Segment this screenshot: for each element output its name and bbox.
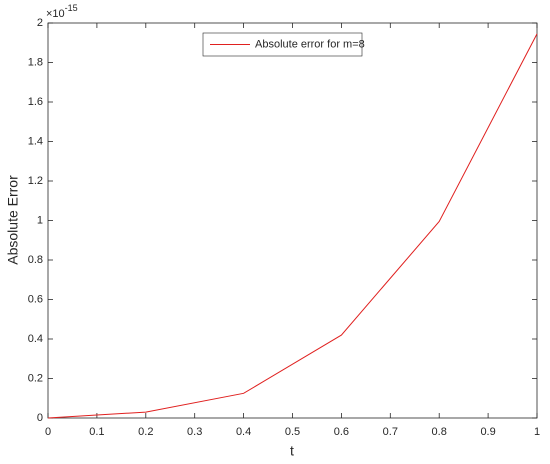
y-tick-label: 2 — [37, 17, 43, 29]
x-tick-label: 0.4 — [236, 426, 251, 438]
legend-box — [202, 32, 363, 57]
y-tick-label: 0 — [37, 412, 43, 424]
x-tick-label: 1 — [534, 426, 540, 438]
x-tick-label: 0.9 — [480, 426, 495, 438]
y-exponent: ×10-15 — [46, 3, 78, 20]
exponent-power: -15 — [65, 3, 78, 13]
legend-label: Absolute error for m=8 — [255, 38, 365, 50]
y-tick-label: 0.4 — [28, 333, 43, 345]
y-tick-label: 1 — [37, 214, 43, 226]
x-tick-label: 0.7 — [383, 426, 398, 438]
y-tick-label: 1.2 — [28, 175, 43, 187]
x-tick-label: 0.6 — [334, 426, 349, 438]
y-tick-label: 0.8 — [28, 254, 43, 266]
data-line — [47, 33, 538, 419]
x-tick-label: 0.5 — [285, 426, 300, 438]
x-tick-label: 0.3 — [187, 426, 202, 438]
y-tick-label: 0.2 — [28, 372, 43, 384]
y-tick-label: 1.6 — [28, 96, 43, 108]
y-axis-title: Absolute Error — [5, 175, 21, 265]
x-tick-label: 0 — [45, 426, 51, 438]
x-tick-label: 0.1 — [89, 426, 104, 438]
y-tick-label: 0.6 — [28, 293, 43, 305]
x-axis-title: t — [290, 443, 294, 459]
x-tick-label: 0.2 — [138, 426, 153, 438]
y-tick-label: 1.8 — [28, 56, 43, 68]
plot-box — [47, 22, 538, 419]
x-tick-label: 0.8 — [432, 426, 447, 438]
exponent-base: ×10 — [46, 8, 65, 20]
y-tick-label: 1.4 — [28, 135, 43, 147]
